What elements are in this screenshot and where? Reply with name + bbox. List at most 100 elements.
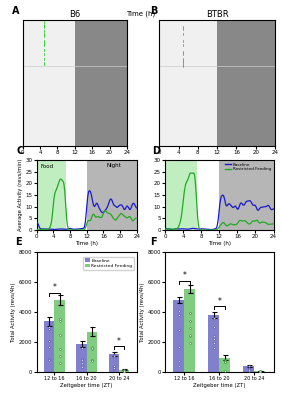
Point <box>105 79 110 85</box>
Point <box>107 67 112 74</box>
Point <box>90 136 94 142</box>
Point <box>87 108 92 115</box>
Point <box>120 140 125 147</box>
Point <box>76 134 81 140</box>
Point <box>228 72 233 78</box>
Point <box>73 95 78 101</box>
Point <box>114 106 118 112</box>
Point <box>117 131 121 138</box>
Point <box>176 327 181 333</box>
Point <box>123 129 127 136</box>
Point <box>41 56 45 62</box>
Point <box>222 143 227 149</box>
Point <box>107 92 111 99</box>
Point <box>245 44 250 51</box>
Point <box>221 102 226 108</box>
Point <box>239 38 244 44</box>
Point <box>177 33 182 39</box>
Point <box>86 70 91 76</box>
Point <box>89 92 94 99</box>
Point <box>224 74 228 80</box>
Point <box>51 63 56 69</box>
Point <box>227 120 232 126</box>
Point <box>266 21 270 28</box>
Point <box>256 129 261 136</box>
Point <box>222 111 227 117</box>
Point <box>122 115 126 122</box>
Point <box>93 76 97 83</box>
Point <box>227 42 232 48</box>
Point <box>215 99 220 106</box>
Point <box>258 368 262 375</box>
Point <box>224 136 229 142</box>
Point <box>110 129 114 136</box>
Point <box>112 88 116 94</box>
Point <box>85 120 90 126</box>
Point <box>190 51 194 58</box>
Point <box>101 131 105 138</box>
Point <box>46 90 51 96</box>
Point <box>80 115 85 122</box>
Point <box>222 33 227 39</box>
Point <box>176 56 180 62</box>
Point <box>258 99 262 106</box>
Point <box>246 35 251 42</box>
Point <box>250 63 255 69</box>
Point <box>100 138 105 145</box>
Point <box>234 51 239 58</box>
Point <box>231 90 236 96</box>
Point <box>90 26 94 32</box>
Point <box>118 140 123 147</box>
Point <box>261 106 266 112</box>
Point <box>252 60 257 67</box>
Point <box>82 46 87 53</box>
Point <box>239 51 243 58</box>
Point <box>245 115 250 122</box>
Point <box>121 56 125 62</box>
Point <box>96 143 100 149</box>
Point <box>88 35 92 42</box>
Point <box>233 35 238 42</box>
Point <box>80 143 85 149</box>
Point <box>35 33 39 39</box>
Point <box>237 138 242 145</box>
Point <box>80 49 84 55</box>
Point <box>184 40 189 46</box>
Point <box>255 72 259 78</box>
Point <box>118 21 123 28</box>
Point <box>271 28 275 35</box>
Point <box>271 122 276 128</box>
Point <box>115 86 120 92</box>
Point <box>257 95 262 101</box>
Point <box>98 102 102 108</box>
Point <box>180 24 184 30</box>
Point <box>177 40 181 46</box>
Point <box>43 19 47 26</box>
Point <box>39 38 43 44</box>
Point <box>68 83 73 90</box>
Point <box>256 95 261 101</box>
Point <box>247 42 251 48</box>
Point <box>88 72 92 78</box>
Point <box>164 67 168 74</box>
Point <box>270 49 274 55</box>
Point <box>118 58 123 64</box>
Point <box>96 97 100 103</box>
Point <box>85 33 90 39</box>
Point <box>92 35 96 42</box>
Point <box>112 120 116 126</box>
Point <box>100 38 104 44</box>
Point <box>256 88 261 94</box>
Point <box>247 67 251 74</box>
Point <box>185 30 190 37</box>
Point <box>122 122 127 128</box>
Point <box>85 131 90 138</box>
Point <box>250 49 255 55</box>
Point <box>256 136 260 142</box>
Point <box>266 90 271 96</box>
Point <box>40 19 45 26</box>
Point <box>107 104 112 110</box>
Point <box>234 81 239 87</box>
Point <box>235 30 240 37</box>
Point <box>115 90 120 96</box>
